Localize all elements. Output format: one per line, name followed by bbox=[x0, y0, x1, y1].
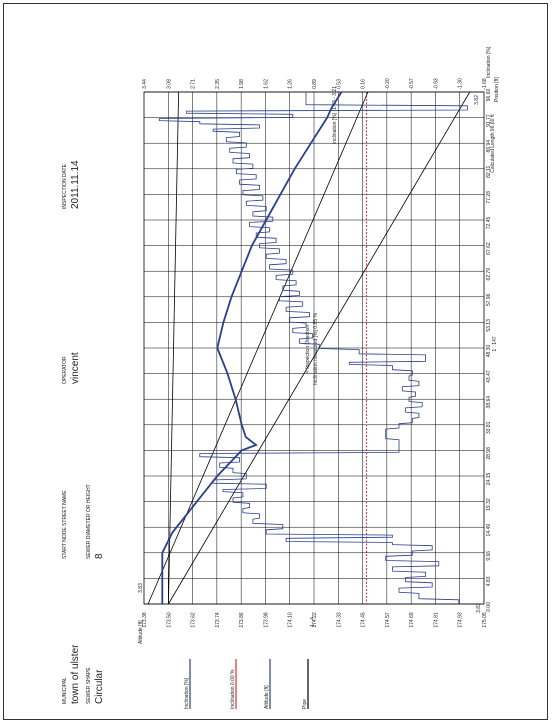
inclination-tick-label: 0.89 bbox=[312, 79, 318, 89]
position-tick-label: 53.13 bbox=[486, 319, 492, 332]
altitude-tick-label: 174.10 bbox=[288, 612, 294, 628]
altitude-tick-label: 174.93 bbox=[458, 612, 464, 628]
sewer-diameter-value: 8 bbox=[94, 553, 105, 559]
altitude-tick-label: 173.74 bbox=[215, 612, 221, 628]
profile-chart: 0.00 4.83 9.66 14.49 19.32 24.15 28.98 33.81 38.… bbox=[62, 46, 500, 709]
altitude-tick-label: 174.81 bbox=[433, 612, 439, 628]
position-tick-label: 77.28 bbox=[486, 191, 492, 204]
inspection-date-value: 2011.11.14 bbox=[70, 160, 81, 209]
altitude-tick-label: 173.62 bbox=[191, 612, 197, 628]
inclination-tick-label: -0.57 bbox=[409, 78, 415, 90]
inclination-tick-label: -0.93 bbox=[433, 78, 439, 90]
altitude-tick-label: 173.50 bbox=[166, 612, 172, 628]
inclination-tick-label: -0.20 bbox=[385, 78, 391, 90]
position-tick-label: 9.66 bbox=[486, 551, 492, 561]
inclination-tick-label: -1.68 bbox=[482, 78, 488, 90]
sewer-diameter-label: SEWER DIAMETER OR HEIGHT bbox=[86, 484, 92, 559]
inclination-measured-label: Inclination measured [%] 0.85 % bbox=[313, 313, 319, 385]
legend-block: Inclination [%] Inclination 0.00 % Altitud… bbox=[184, 659, 309, 709]
altitude-tick-label: 174.57 bbox=[385, 612, 391, 628]
position-scale-label: 1 : 147 bbox=[492, 336, 498, 352]
position-tick-label: 14.49 bbox=[486, 524, 492, 537]
position-tick-label: 24.15 bbox=[486, 473, 492, 486]
inspection-direction-label: < Inspection Direction bbox=[305, 325, 311, 373]
altitude-tick-label: 173.86 bbox=[239, 612, 245, 628]
operator-value: vincent bbox=[70, 352, 81, 384]
legend-label: Pipe bbox=[302, 699, 308, 709]
altitude-tick-label: 173.98 bbox=[263, 612, 269, 628]
inclination-tick-label: 1.26 bbox=[288, 79, 294, 89]
inclination-top-label: 3.82 bbox=[474, 95, 480, 105]
position-tick-label: 38.64 bbox=[486, 396, 492, 409]
altitude-top-label: 3.83 bbox=[138, 583, 144, 593]
position-axis-label: Position [ft] bbox=[494, 77, 500, 102]
position-tick-label: 4.83 bbox=[486, 576, 492, 586]
pipe-line bbox=[147, 91, 369, 605]
header-block: MUNICIPAL town of ulster SEWER SHAPE Circul… bbox=[62, 160, 105, 704]
position-tick-label: 82.11 bbox=[486, 166, 492, 178]
position-tick-label: 57.96 bbox=[486, 293, 492, 306]
inclination-series-line bbox=[158, 92, 468, 604]
inclination-tick-label: -1.30 bbox=[458, 78, 464, 90]
street-name-label: START NODE STREET NAME bbox=[62, 490, 68, 559]
municipal-label: MUNICIPAL bbox=[62, 677, 68, 704]
position-tick-label: 19.32 bbox=[486, 498, 492, 511]
municipal-value: town of ulster bbox=[70, 644, 81, 704]
inclination-tick-label: 2.35 bbox=[215, 79, 221, 89]
calculated-length-label: Calculated Length 96.60 ft bbox=[490, 114, 496, 173]
altitude-tick-label: 174.22 bbox=[312, 612, 318, 628]
position-tick-label: 91.77 bbox=[486, 114, 492, 127]
position-tick-label: 28.98 bbox=[486, 447, 492, 460]
altitude-tick-label: 174.69 bbox=[409, 612, 415, 628]
position-tick-label: 62.79 bbox=[486, 268, 492, 281]
legend-label: Altitude [ft] bbox=[264, 685, 270, 709]
legend-label: Inclination 0.00 % bbox=[230, 669, 236, 709]
inclination-tick-label: 0.16 bbox=[361, 79, 367, 89]
sewer-shape-label: SEWER SHAPE bbox=[86, 667, 92, 704]
inspection-date-label: INSPECTION DATE bbox=[62, 163, 68, 209]
position-tick-label: 86.94 bbox=[486, 140, 492, 153]
plot-lines bbox=[147, 91, 471, 605]
altitude-tick-label: 173.38 bbox=[142, 612, 148, 628]
position-tick-label: 48.30 bbox=[486, 345, 492, 358]
grid bbox=[143, 91, 485, 605]
sewer-shape-value: Circular bbox=[94, 669, 105, 704]
position-tick-label: 33.81 bbox=[486, 421, 492, 434]
inclination-tick-label: 0.53 bbox=[336, 79, 342, 89]
altitude-tick-label: 174.45 bbox=[361, 612, 367, 628]
altitude-top-label-2: 3.83 bbox=[476, 603, 482, 613]
position-tick-label: 72.45 bbox=[486, 217, 492, 230]
inclination-tick-label: 1.98 bbox=[239, 79, 245, 89]
altitude-scale-label: 1 : 4 bbox=[310, 617, 316, 627]
altitude-axis-label: Altitude [ft] bbox=[138, 620, 144, 644]
position-tick-label: 43.47 bbox=[486, 370, 492, 383]
position-tick-label: 96.60 bbox=[486, 89, 492, 102]
report-page: 0.00 4.83 9.66 14.49 19.32 24.15 28.98 33.81 38.… bbox=[3, 3, 548, 720]
inclination-tick-label: 1.62 bbox=[263, 79, 269, 89]
legend-label: Inclination [%] bbox=[184, 677, 190, 709]
position-tick-label: 67.62 bbox=[486, 242, 492, 255]
position-tick-label: 0.00 bbox=[486, 602, 492, 612]
inclination-tick-label: 3.44 bbox=[142, 79, 148, 89]
inclination-axis-label: Inclination [%] bbox=[486, 46, 492, 78]
operator-label: OPERATOR bbox=[62, 356, 68, 384]
pipe-line bbox=[168, 91, 180, 605]
altitude-series-line bbox=[161, 91, 343, 604]
axis-labels: 0.00 4.83 9.66 14.49 19.32 24.15 28.98 33.81 38.… bbox=[138, 46, 500, 644]
altitude-tick-label: 175.05 bbox=[482, 612, 488, 628]
inclination-range-label: Inclination [%] -1.43 - 3.21 bbox=[332, 86, 338, 144]
inclination-tick-label: 3.08 bbox=[166, 79, 172, 89]
altitude-tick-label: 174.33 bbox=[336, 612, 342, 628]
inclination-tick-label: 2.71 bbox=[191, 79, 197, 89]
